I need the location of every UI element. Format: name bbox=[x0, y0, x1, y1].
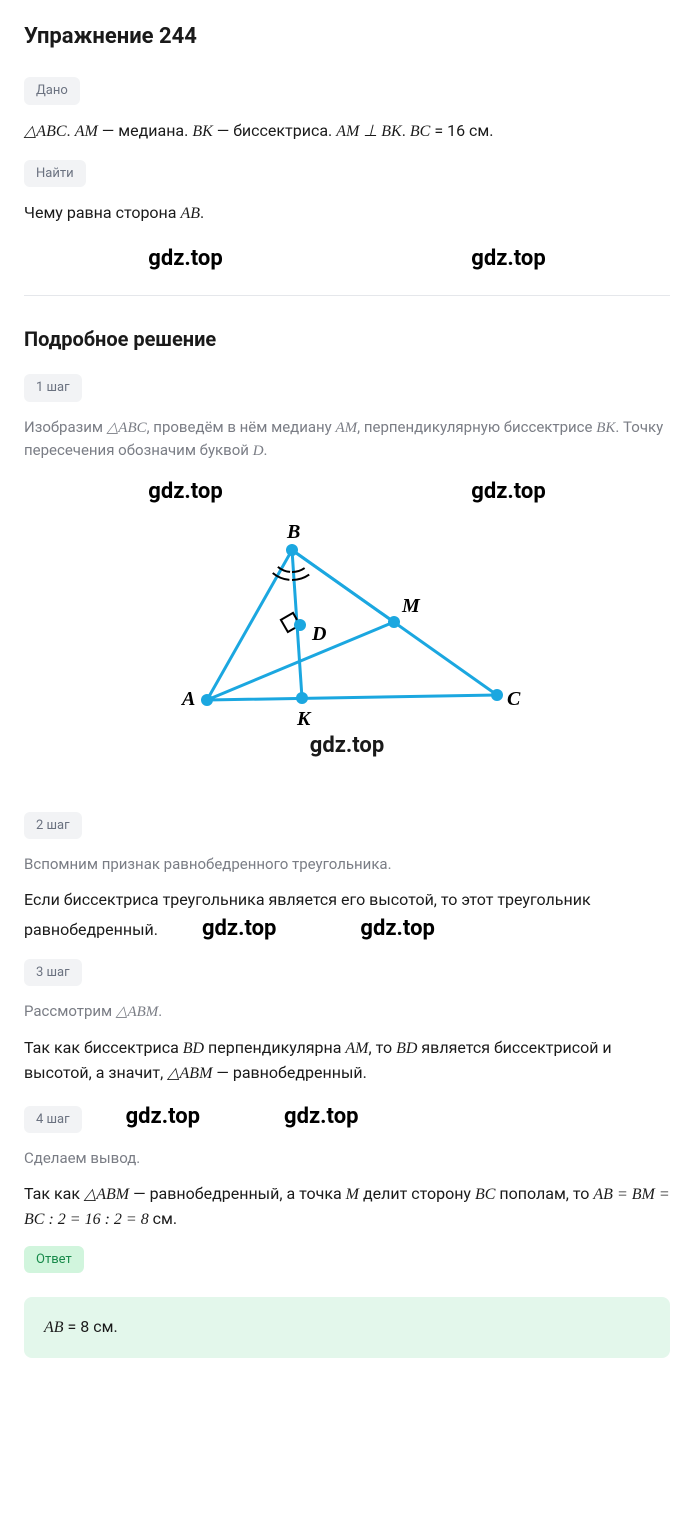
answer-box: AB = 8 см. bbox=[24, 1297, 670, 1358]
divider bbox=[24, 295, 670, 296]
find-badge: Найти bbox=[24, 160, 86, 188]
svg-text:D: D bbox=[311, 623, 326, 645]
step-badge-2: 2 шаг bbox=[24, 812, 82, 840]
solution-title: Подробное решение bbox=[24, 324, 670, 354]
step-badge-3: 3 шаг bbox=[24, 959, 82, 987]
find-content: Чему равна сторона AB. bbox=[24, 201, 670, 226]
watermark: gdz.top bbox=[284, 1100, 358, 1133]
svg-text:K: K bbox=[296, 708, 312, 730]
watermark: gdz.top bbox=[202, 912, 276, 945]
step2-intro: Вспомним признак равнобедренного треугол… bbox=[24, 853, 670, 876]
watermark-row: gdz.top gdz.top bbox=[24, 242, 670, 275]
step-badge-4: 4 шаг bbox=[24, 1106, 82, 1134]
step3-intro: Рассмотрим △ABM. bbox=[24, 1000, 670, 1024]
exercise-title: Упражнение 244 bbox=[24, 20, 670, 53]
triangle-diagram: A B C M K D gdz.top bbox=[24, 520, 670, 762]
step1-text: Изобразим △ABC, проведём в нём медиану A… bbox=[24, 416, 670, 463]
watermark: gdz.top bbox=[471, 475, 545, 508]
watermark: gdz.top bbox=[126, 1100, 200, 1133]
watermark: gdz.top bbox=[471, 242, 545, 275]
watermark-row: gdz.top gdz.top bbox=[24, 475, 670, 508]
given-badge: Дано bbox=[24, 77, 80, 105]
svg-text:A: A bbox=[180, 688, 195, 710]
watermark: gdz.top bbox=[148, 242, 222, 275]
step2-text: Если биссектриса треугольника является е… bbox=[24, 888, 670, 945]
step4-intro: Сделаем вывод. bbox=[24, 1147, 670, 1170]
svg-text:M: M bbox=[401, 595, 421, 617]
step-badge-1: 1 шаг bbox=[24, 374, 82, 402]
watermark: gdz.top bbox=[360, 912, 434, 945]
step4-text: Так как △ABM — равнобедренный, а точка M… bbox=[24, 1182, 670, 1232]
answer-badge: Ответ bbox=[24, 1246, 84, 1274]
svg-text:C: C bbox=[507, 688, 521, 710]
svg-text:B: B bbox=[286, 521, 300, 543]
step3-text: Так как биссектриса BD перпендикулярна A… bbox=[24, 1036, 670, 1086]
given-content: △ABC. AM — медиана. BK — биссектриса. AM… bbox=[24, 119, 670, 144]
watermark: gdz.top bbox=[148, 475, 222, 508]
watermark: gdz.top bbox=[24, 729, 670, 762]
